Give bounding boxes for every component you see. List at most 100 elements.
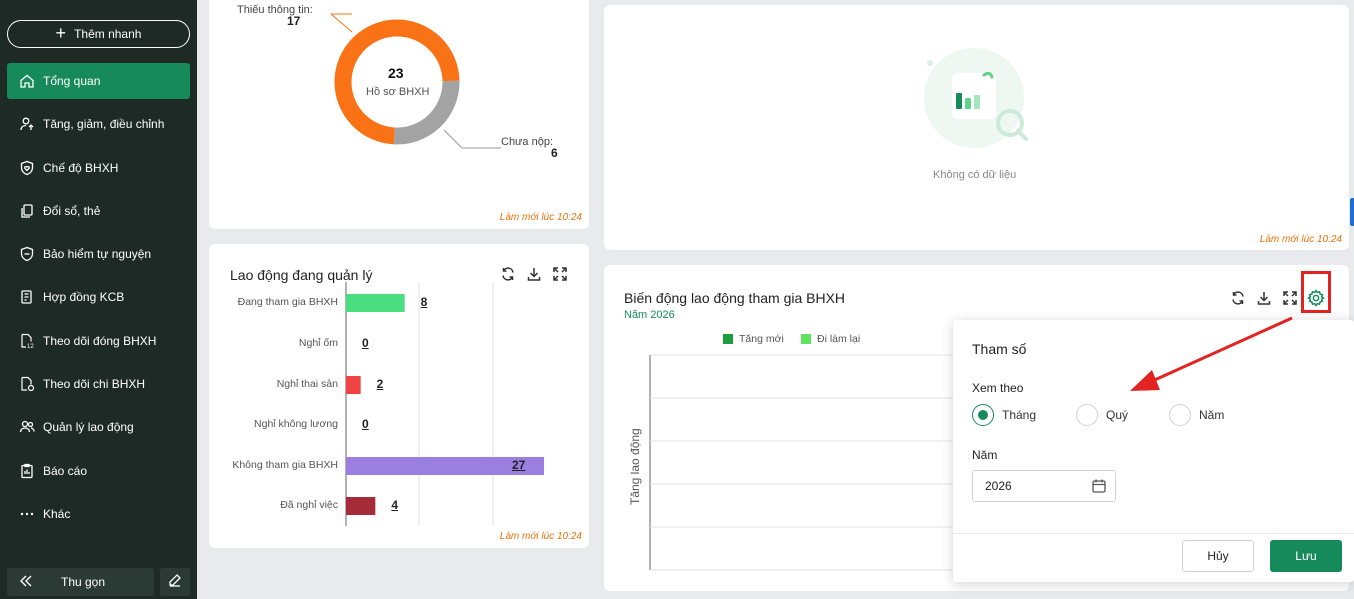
- document-12-icon: 12: [19, 333, 35, 349]
- donut-label-not-submitted: Chưa nộp:: [501, 136, 554, 148]
- radio-label: Tháng: [1002, 408, 1037, 422]
- sidebar-item-report[interactable]: Báo cáo: [7, 453, 190, 489]
- bar-category-label: Nghỉ ốm: [298, 337, 338, 349]
- radio-circle: [1169, 404, 1191, 426]
- report-icon: [19, 463, 35, 479]
- bar-value-label[interactable]: 2: [376, 377, 384, 391]
- params-popup: Tham số Xem theo Tháng Quý Năm Năm 2026 …: [953, 320, 1354, 582]
- donut-value-missing[interactable]: 17: [287, 14, 301, 28]
- bar-category-label: Đã nghỉ việc: [280, 499, 338, 511]
- documents-icon: [19, 203, 35, 219]
- card-title: Lao động đang quản lý: [230, 267, 373, 283]
- bar[interactable]: [346, 294, 405, 312]
- cancel-button[interactable]: Hủy: [1182, 540, 1254, 572]
- popup-title: Tham số: [972, 341, 1027, 357]
- sidebar-item-bhxh-regime[interactable]: Chế độ BHXH: [7, 150, 190, 186]
- double-chevron-left-icon: [19, 575, 33, 590]
- bar-value-label[interactable]: 0: [362, 417, 369, 431]
- bar[interactable]: [346, 497, 376, 515]
- sidebar-item-contract[interactable]: Hợp đồng KCB: [7, 279, 190, 315]
- contract-icon: [19, 289, 35, 305]
- sidebar-item-label: Báo cáo: [43, 463, 88, 478]
- sidebar-item-label: Quản lý lao động: [43, 420, 134, 435]
- sidebar-item-adjust[interactable]: Tăng, giảm, điều chỉnh: [7, 106, 190, 142]
- shield-heart-icon: [19, 160, 35, 176]
- sidebar-item-track-expense[interactable]: Theo dõi chi BHXH: [7, 366, 190, 402]
- year-picker-input[interactable]: 2026: [972, 470, 1116, 502]
- radio-circle: [1076, 404, 1098, 426]
- labor-bar-chart: [345, 282, 544, 526]
- legend-item[interactable]: Đi làm lại: [801, 333, 860, 345]
- settings-highlight: [1301, 271, 1331, 313]
- bar-value-label[interactable]: 4: [391, 498, 399, 512]
- bar-category-label: Nghỉ không lương: [254, 418, 338, 430]
- fullscreen-icon[interactable]: [1281, 289, 1299, 307]
- legend-label: Tăng mới: [739, 333, 784, 345]
- bar[interactable]: [346, 457, 544, 475]
- card-subtitle: Năm 2026: [624, 309, 675, 321]
- sidebar-item-other[interactable]: Khác: [7, 496, 190, 532]
- sidebar-item-overview[interactable]: Tổng quan: [7, 63, 190, 99]
- donut-value-not-submitted[interactable]: 6: [551, 146, 558, 160]
- settings-gear-icon[interactable]: [1307, 289, 1325, 307]
- donut-leader-missing-2: [330, 13, 353, 33]
- fullscreen-icon[interactable]: [551, 265, 569, 283]
- labor-managed-card: Lao động đang quản lý Đang tham gia BHXH…: [209, 244, 589, 548]
- sidebar: + Thêm nhanh Tổng quan Tăng, giảm, điều …: [0, 0, 197, 599]
- user-arrow-icon: [19, 116, 35, 132]
- refresh-icon[interactable]: [499, 265, 517, 283]
- sidebar-item-label: Bảo hiểm tự nguyện: [43, 247, 152, 262]
- users-icon: [19, 419, 35, 435]
- bar-value-label[interactable]: 8: [420, 295, 428, 309]
- refresh-time: Làm mới lúc 10:24: [1259, 234, 1342, 245]
- donut-center-value: 23: [388, 65, 404, 81]
- sidebar-item-label: Đổi sổ, thẻ: [43, 203, 101, 218]
- collapse-button[interactable]: Thu gọn: [7, 568, 154, 596]
- donut-slice-not-submitted[interactable]: [393, 80, 460, 145]
- card-toolbar: [499, 265, 569, 283]
- donut-slice-missing[interactable]: [334, 19, 460, 145]
- sidebar-item-label: Theo dõi đóng BHXH: [43, 333, 157, 348]
- sidebar-item-label: Hợp đồng KCB: [43, 290, 125, 305]
- home-icon: [19, 73, 35, 89]
- download-icon[interactable]: [525, 265, 543, 283]
- sidebar-item-voluntary[interactable]: Bảo hiểm tự nguyện: [7, 236, 190, 272]
- collapse-label: Thu gọn: [61, 575, 106, 589]
- radio-year[interactable]: Năm: [1169, 404, 1224, 426]
- radio-month[interactable]: Tháng: [972, 404, 1036, 426]
- sidebar-item-track-payment[interactable]: 12 Theo dõi đóng BHXH: [7, 323, 190, 359]
- view-by-label: Xem theo: [972, 381, 1024, 395]
- edit-button[interactable]: [160, 568, 190, 596]
- legend-item[interactable]: Tăng mới: [723, 333, 784, 345]
- bar-category-label: Không tham gia BHXH: [232, 459, 338, 471]
- bar-value-label[interactable]: 27: [512, 458, 526, 472]
- legend-swatch: [801, 334, 811, 344]
- no-data-text: Không có dữ liệu: [933, 169, 1017, 181]
- refresh-time: Làm mới lúc 10:24: [499, 212, 582, 223]
- radio-label: Quý: [1106, 408, 1129, 422]
- sidebar-item-labor[interactable]: Quản lý lao động: [7, 409, 190, 445]
- donut-leader-not-submitted: [443, 129, 501, 149]
- bar[interactable]: [346, 376, 361, 394]
- calendar-icon[interactable]: [1091, 478, 1107, 497]
- donut-label-missing: Thiếu thông tin:: [237, 4, 313, 16]
- radio-dot: [978, 410, 988, 420]
- svg-text:12: 12: [27, 344, 34, 349]
- legend-label: Đi làm lại: [817, 333, 861, 345]
- radio-quarter[interactable]: Quý: [1076, 404, 1128, 426]
- download-icon[interactable]: [1255, 289, 1273, 307]
- sidebar-item-change-book[interactable]: Đổi sổ, thẻ: [7, 193, 190, 229]
- sidebar-item-label: Khác: [43, 506, 71, 521]
- empty-data-card: Không có dữ liệu Làm mới lúc 10:24: [604, 5, 1349, 250]
- scroll-indicator[interactable]: [1350, 198, 1354, 226]
- no-data-illustration: [924, 48, 1028, 148]
- quick-add-button[interactable]: + Thêm nhanh: [7, 20, 190, 48]
- save-button[interactable]: Lưu: [1270, 540, 1342, 572]
- bar-value-label[interactable]: 0: [362, 336, 369, 350]
- shield-icon: [19, 246, 35, 262]
- sidebar-item-label: Chế độ BHXH: [43, 160, 119, 175]
- refresh-icon[interactable]: [1229, 289, 1247, 307]
- sidebar-nav: Tổng quan Tăng, giảm, điều chỉnh Chế độ …: [7, 63, 190, 539]
- more-icon: [19, 506, 35, 522]
- year-value: 2026: [985, 479, 1012, 493]
